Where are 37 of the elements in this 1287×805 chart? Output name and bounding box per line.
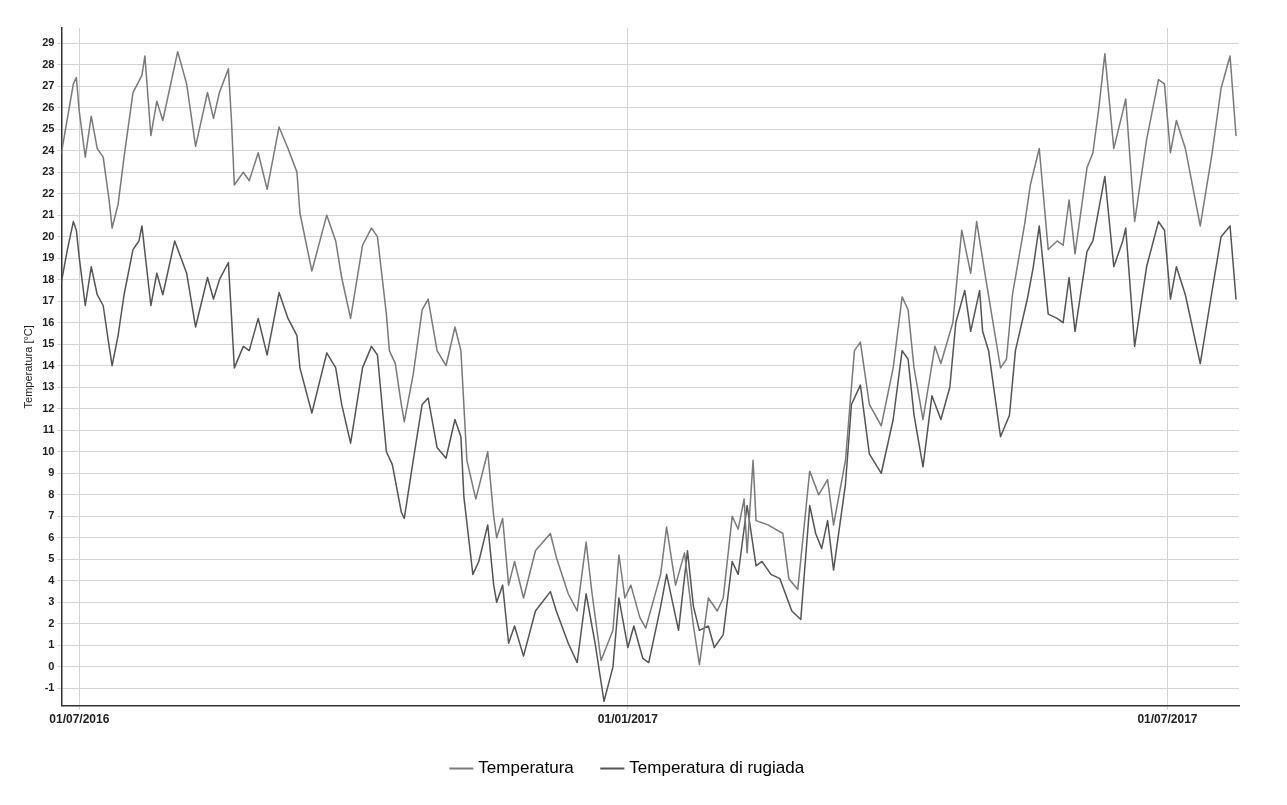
y-tick-label: 5 (48, 552, 55, 565)
y-tick-label: 14 (42, 358, 56, 371)
y-tick-label: -1 (44, 681, 55, 694)
y-tick-label: 10 (42, 444, 55, 457)
y-tick-label: 27 (42, 79, 55, 92)
y-tick-label: 28 (42, 57, 55, 70)
legend-label: Temperatura (478, 758, 575, 778)
y-tick-label: 15 (42, 337, 55, 350)
y-tick-label: 21 (42, 208, 55, 221)
y-tick-label: 17 (42, 294, 55, 307)
y-tick-label: 4 (48, 573, 56, 586)
y-tick-label: 19 (42, 251, 55, 264)
y-tick-label: 11 (42, 423, 55, 436)
y-tick-label: 13 (42, 380, 55, 393)
y-axis-title: Temperatura [°C] (21, 325, 34, 409)
y-tick-label: 26 (42, 100, 55, 113)
y-tick-label: 24 (42, 143, 56, 156)
y-tick-label: 2 (48, 616, 55, 629)
y-tick-label: 7 (48, 509, 55, 522)
y-tick-label: 1 (48, 638, 55, 651)
y-tick-label: 3 (48, 595, 55, 608)
y-tick-label: 8 (48, 487, 55, 500)
y-tick-label: 0 (48, 659, 55, 672)
y-tick-label: 12 (42, 401, 55, 414)
y-tick-label: 22 (42, 186, 55, 199)
y-tick-label: 16 (42, 315, 55, 328)
y-tick-label: 25 (42, 122, 55, 135)
y-tick-label: 23 (42, 165, 55, 178)
x-tick-label: 01/07/2017 (1137, 712, 1198, 727)
y-tick-label: 29 (42, 36, 55, 49)
y-tick-label: 20 (42, 229, 55, 242)
x-tick-label: 01/07/2016 (49, 712, 110, 727)
x-tick-label: 01/01/2017 (597, 712, 659, 727)
y-tick-label: 9 (48, 466, 55, 479)
y-tick-label: 18 (42, 272, 55, 285)
legend-label: Temperatura di rugiada (629, 758, 805, 778)
y-tick-label: 6 (48, 530, 55, 543)
